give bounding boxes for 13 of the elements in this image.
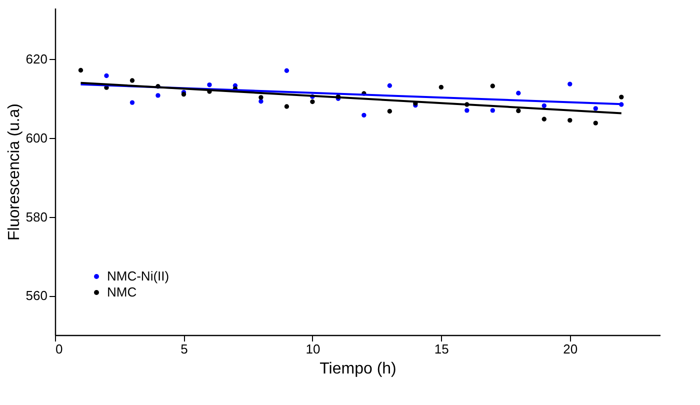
y-tick-label: 600 <box>26 130 48 146</box>
legend-label: NMC-Ni(II) <box>107 268 170 284</box>
y-tick-label: 620 <box>26 52 48 67</box>
x-tick-label: 5 <box>180 342 188 356</box>
y-axis-title: Fluorescencia (u.a) <box>6 104 23 240</box>
x-tick-label: 15 <box>434 342 449 356</box>
x-tick-label: 0 <box>56 342 63 356</box>
x-tick-label: 10 <box>306 342 320 356</box>
x-axis-title: Tiempo (h) <box>320 360 396 378</box>
legend-label: NMC <box>107 284 137 300</box>
x-tick-label: 20 <box>563 342 578 356</box>
y-tick-label: 560 <box>26 288 48 304</box>
y-tick-label: 580 <box>26 209 48 224</box>
